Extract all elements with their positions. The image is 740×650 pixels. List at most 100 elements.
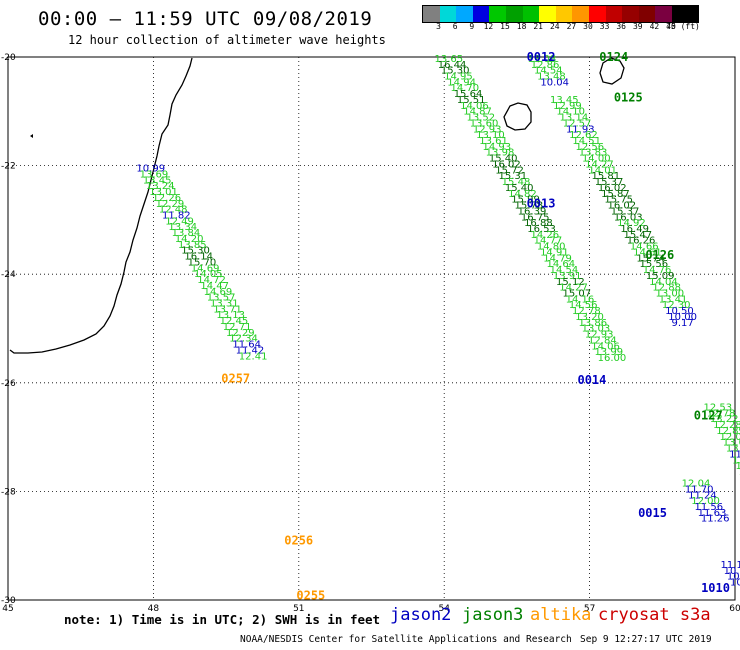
- wave-height-value: 12.04: [719, 432, 740, 443]
- lat-tick-label: -20: [1, 53, 16, 63]
- wave-height-value: 14.61: [633, 247, 662, 258]
- madagascar-coast: [9, 57, 193, 354]
- pass-label: 0124: [599, 50, 628, 64]
- wave-height-value: 13.34: [168, 222, 197, 233]
- wave-height-value: 10.99: [136, 164, 165, 175]
- color-scale-label: 33: [599, 22, 610, 31]
- wave-height-value: 14.87: [463, 107, 492, 118]
- wave-height-value: 13.41: [735, 461, 740, 472]
- wave-height-value: 13.57: [207, 293, 236, 304]
- legend-jason2: jason2: [390, 605, 452, 625]
- wave-height-value: 9.17: [672, 318, 694, 329]
- wave-height-value: 14.56: [569, 300, 598, 311]
- color-swatch: [555, 6, 573, 22]
- wave-height-value: 15.51: [457, 95, 486, 106]
- color-swatch: [671, 6, 698, 22]
- wave-height-value: 14.69: [204, 287, 233, 298]
- wave-height-value: 15.37: [611, 206, 640, 217]
- lon-tick-label: 48: [148, 604, 160, 614]
- color-scale-label: 39: [632, 22, 643, 31]
- wave-height-value: 15.72: [495, 165, 524, 176]
- wave-height-value: 13.84: [172, 228, 201, 239]
- color-scale-label: 15: [500, 22, 510, 31]
- altimeter-tracks: 13.6516.4415.3014.9514.9414.7015.6415.51…: [136, 54, 740, 589]
- wave-height-value: 13.31: [210, 298, 239, 309]
- wave-height-value: 15.31: [498, 171, 527, 182]
- legend-cryosat: cryosat s3a: [598, 605, 711, 625]
- wave-height-value: 12.99: [553, 101, 582, 112]
- wave-height-value: 13.98: [486, 148, 515, 159]
- wave-height-value: 12.84: [588, 335, 617, 346]
- map-frame: [7, 56, 736, 601]
- wave-height-value: 13.52: [466, 113, 495, 124]
- wave-height-value: 12.29: [156, 199, 185, 210]
- wave-height-value: 10.50: [665, 306, 694, 317]
- wave-height-value: 15.78: [514, 201, 543, 212]
- wave-height-value: 11.64: [232, 340, 261, 351]
- wave-height-value: 14.77: [534, 236, 563, 247]
- wave-height-value: 14.26: [530, 230, 559, 241]
- wave-height-value: 13.60: [470, 118, 499, 129]
- wave-height-value: 12.78: [572, 306, 601, 317]
- wave-height-value: 12.88: [652, 283, 681, 294]
- wave-height-value: 15.70: [188, 257, 217, 268]
- wave-height-value: 15.37: [595, 177, 624, 188]
- lat-tick-label: -26: [1, 379, 16, 389]
- wave-height-value: 12.71: [223, 322, 252, 333]
- color-scale-label: 36: [616, 22, 627, 31]
- wave-height-value: 16.26: [627, 236, 656, 247]
- wave-height-value: 10.72: [724, 566, 740, 577]
- pass-label: 0012: [527, 50, 556, 64]
- note-text: note: 1) Time is in UTC; 2) SWH is in fe…: [64, 612, 381, 627]
- wave-height-value: 16.53: [527, 224, 556, 235]
- color-swatch: [505, 6, 523, 22]
- color-scale-label: 30: [583, 22, 593, 31]
- wave-height-value: 14.76: [739, 467, 740, 478]
- color-swatch: [439, 6, 457, 22]
- wave-height-value: 14.06: [460, 101, 489, 112]
- wave-height-value: 13.61: [479, 136, 508, 147]
- wave-height-value: 14.79: [543, 253, 572, 264]
- pass-labels: 0012 0124 0125 0013 0126 0014 0257 0127 0015 0256…: [221, 50, 730, 603]
- wave-height-value: 14.91: [540, 247, 569, 258]
- wave-height-value: 11.26: [701, 514, 730, 525]
- color-scale-bar: [422, 5, 699, 23]
- lat-tick-label: -28: [1, 487, 16, 497]
- wave-height-value: 14.76: [643, 265, 672, 276]
- lon-tick-label: 51: [293, 604, 304, 614]
- timestamp-text: Sep 9 12:27:17 UTC 2019: [580, 634, 712, 645]
- wave-height-value: 12.41: [239, 351, 268, 362]
- wave-height-value: 12.26: [152, 193, 181, 204]
- color-swatch: [588, 6, 606, 22]
- pass-label: 0126: [645, 248, 674, 262]
- color-scale-label: 18: [516, 22, 527, 31]
- wave-height-value: 13.99: [594, 347, 623, 358]
- wave-height-value: 12.89: [716, 426, 740, 437]
- wave-height-value: 14.92: [617, 218, 646, 229]
- wave-height-value: 13.86: [578, 318, 607, 329]
- wave-height-value: 15.75: [604, 195, 633, 206]
- lat-tick-label: -24: [1, 270, 16, 280]
- wave-height-value: 14.16: [566, 294, 595, 305]
- wave-height-value: 11.95: [729, 449, 740, 460]
- wave-height-value: 14.01: [588, 165, 617, 176]
- lat-tick-label: -30: [1, 596, 16, 606]
- pass-label: 0015: [638, 506, 667, 520]
- color-swatch: [456, 6, 473, 22]
- wave-height-value: 13.45: [143, 175, 172, 186]
- wave-height-value: 10.00: [668, 312, 697, 323]
- wave-height-value: 15.99: [511, 195, 540, 206]
- wave-height-value: 14.10: [556, 107, 585, 118]
- wave-height-value: 14.05: [194, 269, 223, 280]
- color-swatch: [489, 6, 506, 22]
- wave-height-value: 14.47: [200, 281, 229, 292]
- wave-height-value: 13.48: [537, 72, 566, 83]
- wave-height-value: 11.24: [688, 490, 717, 501]
- wave-height-value: 14.69: [191, 263, 220, 274]
- color-scale-label: 9: [469, 22, 475, 31]
- pass-label: 0127: [694, 408, 723, 422]
- wave-height-value: 13.22: [710, 414, 739, 425]
- color-swatch: [472, 6, 490, 22]
- color-scale-label: 27: [566, 22, 577, 31]
